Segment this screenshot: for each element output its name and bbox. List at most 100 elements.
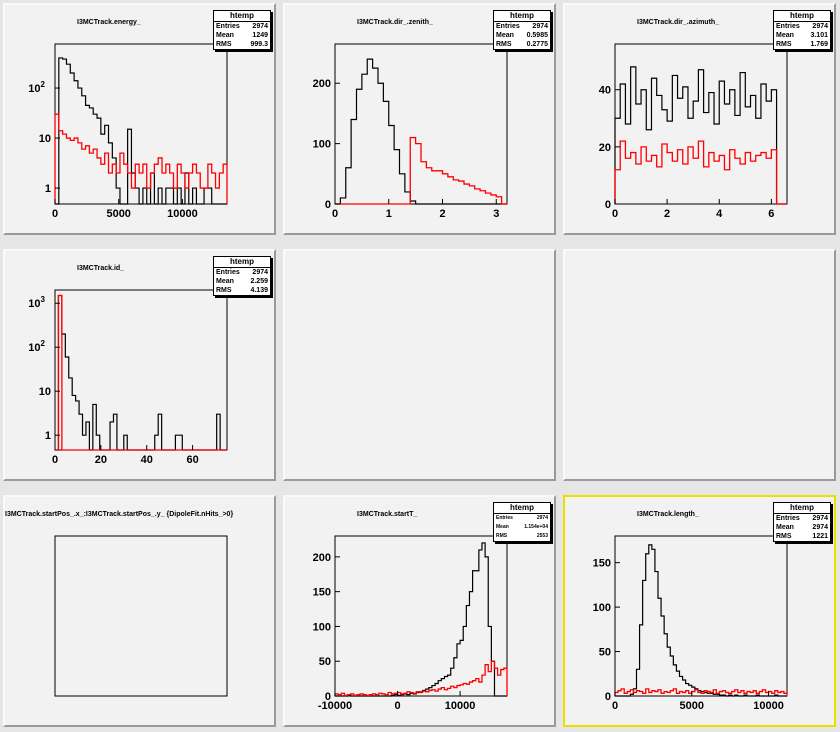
stats-label: Entries (216, 269, 240, 276)
stats-name: htemp (214, 11, 270, 22)
y-tick-label: 102 (28, 80, 45, 95)
x-tick-label: 40 (141, 454, 153, 466)
plot-frame (54, 535, 228, 697)
stats-row: RMS 1.769 (774, 40, 830, 49)
stats-value: 3.101 (810, 32, 828, 39)
plot-frame (54, 289, 228, 451)
x-tick-label: 60 (186, 454, 198, 466)
stats-value: 0.5985 (526, 32, 548, 39)
plot-area (54, 535, 228, 697)
y-tick-label: 200 (313, 78, 331, 90)
stats-value: 2553 (536, 533, 548, 539)
x-tick-label: 2 (439, 208, 445, 220)
stats-row: Entries 2974 (214, 268, 270, 277)
y-tick-label: 0 (605, 199, 611, 211)
stats-label: RMS (216, 41, 232, 48)
stats-box[interactable]: htemp Entries 2974 Mean 2974 RMS 1221 (773, 502, 831, 542)
stats-value: 1.154e+04 (524, 524, 548, 530)
stats-label: RMS (776, 533, 792, 540)
y-tick-label: 10 (39, 133, 51, 145)
histogram-all (614, 66, 787, 205)
stats-value: 2974 (532, 23, 548, 30)
histogram-cut (334, 660, 508, 696)
histogram-all (335, 58, 507, 205)
stats-label: Mean (216, 32, 234, 39)
plot-area: 0 20 40 60 1 10 102 103 (28, 289, 228, 466)
stats-value: 2974 (252, 269, 268, 276)
x-tick-label: 10000 (753, 700, 784, 712)
pad-6[interactable] (563, 249, 836, 481)
stats-row: Mean 1249 (214, 31, 270, 40)
stats-label: RMS (776, 41, 792, 48)
histogram-all (615, 544, 787, 697)
x-tick-label: 0 (52, 208, 58, 220)
stats-row: RMS 2553 (494, 532, 550, 541)
stats-row: Mean 1.154e+04 (494, 523, 550, 532)
stats-box[interactable]: htemp Entries 2974 Mean 3.101 RMS 1.769 (773, 10, 831, 50)
histogram-title: I3MCTrack.energy_ (77, 19, 141, 26)
y-tick-label: 1 (45, 183, 51, 195)
stats-label: Mean (776, 524, 794, 531)
x-tick-label: 2 (664, 208, 670, 220)
stats-label: Entries (776, 515, 800, 522)
histogram-title: I3MCTrack.dir_.azimuth_ (637, 19, 720, 26)
stats-label: RMS (496, 533, 508, 539)
histogram-all (335, 542, 507, 697)
histogram-cut (55, 294, 227, 451)
plot-frame (614, 535, 788, 697)
histogram-cut (54, 113, 228, 204)
stats-row: Entries 2974 (494, 514, 550, 523)
stats-value: 2974 (252, 23, 268, 30)
y-tick-label: 20 (599, 142, 611, 154)
stats-box[interactable]: htemp Entries 2974 Mean 1.154e+04 RMS 2553 (493, 502, 551, 542)
histogram-title: I3MCTrack.id_ (77, 265, 125, 272)
stats-box[interactable]: htemp Entries 2974 Mean 2.259 RMS 4.139 (213, 256, 271, 296)
stats-box[interactable]: htemp Entries 2974 Mean 0.5985 RMS 0.2775 (493, 10, 551, 50)
y-tick-label: 150 (593, 558, 611, 570)
x-tick-label: 0 (52, 454, 58, 466)
stats-label: RMS (496, 41, 512, 48)
pad-8[interactable]: -10000 0 10000 0 50 100 150 200 I3MCTrack.startT… (283, 495, 556, 727)
x-tick-label: 6 (768, 208, 774, 220)
pad-7[interactable]: I3MCTrack.startPos_.x_:I3MCTrack.startPo… (3, 495, 276, 727)
y-tick-label: 10 (39, 386, 51, 398)
stats-box[interactable]: htemp Entries 2974 Mean 1249 RMS 999.3 (213, 10, 271, 50)
y-tick-label: 150 (313, 587, 331, 599)
pad-5[interactable] (283, 249, 556, 481)
stats-row: Mean 0.5985 (494, 31, 550, 40)
stats-label: Entries (776, 23, 800, 30)
plot-frame (334, 535, 508, 697)
y-tick-label: 0 (605, 691, 611, 703)
pad-4[interactable]: 0 20 40 60 1 10 102 103 I3MCTrack.id_ htemp Entrie… (3, 249, 276, 481)
x-tick-label: -10000 (318, 700, 352, 712)
plot-area: 0 5000 10000 0 50 100 150 (593, 535, 788, 712)
plot-area: 0 5000 10000 1 10 102 (28, 43, 228, 220)
stats-label: Mean (776, 32, 794, 39)
histogram-cut (614, 688, 788, 696)
stats-name: htemp (494, 11, 550, 22)
stats-row: RMS 1221 (774, 532, 830, 541)
x-tick-label: 10000 (167, 208, 198, 220)
pad-3[interactable]: 0 2 4 6 0 20 40 I3MCTrack.dir_.azimuth_ htemp Ent… (563, 3, 836, 235)
plot-frame (334, 43, 508, 205)
stats-row: Entries 2974 (774, 22, 830, 31)
stats-value: 1221 (812, 533, 828, 540)
x-tick-label: 0 (612, 700, 618, 712)
stats-name: htemp (494, 503, 550, 514)
y-tick-label: 50 (319, 656, 331, 668)
y-tick-label: 0 (325, 691, 331, 703)
stats-row: Entries 2974 (774, 514, 830, 523)
pad-1[interactable]: 0 5000 10000 1 10 102 I3MCTrack.energy_ htemp En… (3, 3, 276, 235)
stats-value: 2974 (812, 23, 828, 30)
x-tick-label: 5000 (106, 208, 130, 220)
x-tick-label: 5000 (680, 700, 704, 712)
pad-2[interactable]: 0 1 2 3 0 100 200 I3MCTrack.dir_.zenith_ htemp En… (283, 3, 556, 235)
histogram-title: I3MCTrack.dir_.zenith_ (357, 19, 433, 26)
stats-value: 4.139 (250, 287, 268, 294)
pad-9[interactable]: 0 5000 10000 0 50 100 150 I3MCTrack.length_ htem… (563, 495, 836, 727)
stats-name: htemp (774, 11, 830, 22)
stats-value: 0.2775 (526, 41, 548, 48)
y-tick-label: 102 (28, 339, 45, 354)
x-tick-label: 1 (386, 208, 392, 220)
